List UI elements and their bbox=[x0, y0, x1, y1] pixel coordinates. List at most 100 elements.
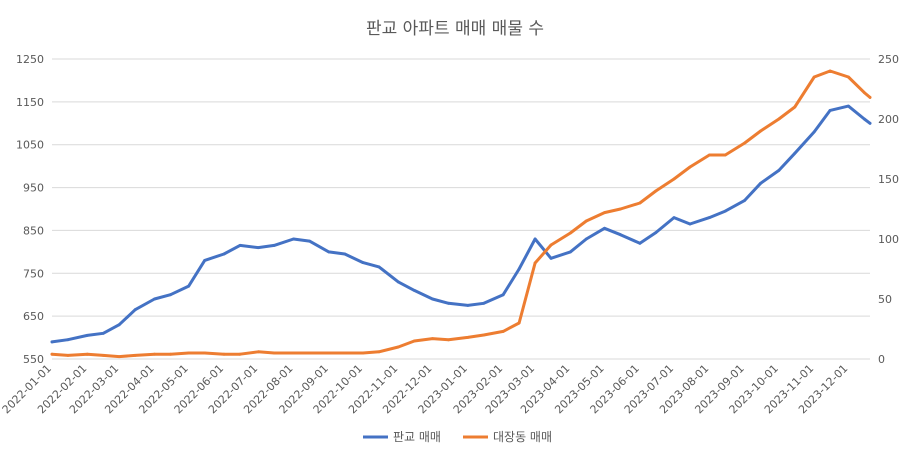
series-0-point bbox=[169, 293, 172, 297]
series-1-point bbox=[777, 117, 781, 121]
series-0-point bbox=[222, 252, 226, 256]
series-line-1 bbox=[50, 69, 872, 359]
series-0-point bbox=[501, 293, 505, 297]
gridlines bbox=[52, 58, 870, 360]
series-0-point bbox=[377, 265, 381, 269]
series-1-point bbox=[117, 355, 121, 358]
series-1-point bbox=[447, 338, 450, 342]
series-1-point bbox=[793, 105, 797, 109]
series-1-point bbox=[603, 211, 606, 215]
legend-label-pangyo: 판교 매매 bbox=[393, 430, 441, 444]
series-1-point bbox=[153, 352, 156, 356]
series-0-point bbox=[431, 297, 434, 301]
series-1-point bbox=[862, 91, 866, 94]
right-y-tick-label: 0 bbox=[878, 353, 885, 366]
series-0-point bbox=[101, 331, 105, 335]
series-0-point bbox=[619, 233, 622, 237]
series-0-point bbox=[327, 250, 331, 254]
series-1-point bbox=[619, 207, 622, 211]
x-axis: 2022-01-012022-02-012022-03-012022-04-01… bbox=[0, 362, 850, 416]
series-0-point bbox=[447, 301, 450, 305]
legend-label-daejang: 대장동 매매 bbox=[493, 430, 552, 444]
series-1-point bbox=[672, 177, 676, 181]
series-1-point bbox=[868, 96, 872, 99]
left-y-tick-label: 550 bbox=[23, 353, 44, 366]
series-0-point bbox=[708, 216, 711, 220]
series-1-point bbox=[412, 339, 416, 343]
series-0-point bbox=[603, 226, 606, 230]
left-y-tick-label: 1150 bbox=[16, 96, 44, 109]
series-0-point bbox=[812, 130, 816, 134]
series-0-point bbox=[238, 244, 242, 247]
series-0-point bbox=[868, 121, 872, 125]
left-y-tick-label: 850 bbox=[23, 224, 44, 237]
series-1-point bbox=[828, 69, 832, 73]
series-0-point bbox=[203, 259, 207, 262]
series-1-point bbox=[759, 129, 762, 133]
series-0-point bbox=[793, 151, 797, 155]
left-y-tick-label: 950 bbox=[23, 182, 44, 195]
series-0-point bbox=[759, 181, 762, 185]
series-0-point bbox=[549, 256, 553, 260]
left-y-tick-label: 650 bbox=[23, 310, 44, 323]
series-1-point bbox=[101, 354, 105, 357]
series-1-point bbox=[169, 352, 172, 356]
series-1-point bbox=[482, 333, 486, 337]
series-1-point bbox=[85, 352, 89, 356]
right-y-tick-label: 150 bbox=[878, 173, 899, 186]
series-0-point bbox=[638, 241, 642, 245]
series-0-point bbox=[272, 244, 276, 247]
series-1-point bbox=[688, 165, 692, 169]
series-0-point bbox=[256, 246, 260, 250]
series-0-point bbox=[828, 109, 832, 112]
series-0-point bbox=[654, 231, 658, 235]
series-0-point bbox=[569, 250, 572, 254]
series-1-point bbox=[327, 351, 331, 355]
series-1-point bbox=[396, 345, 400, 349]
series-0-point bbox=[50, 340, 54, 344]
right-y-tick-label: 250 bbox=[878, 53, 899, 66]
series-layer bbox=[50, 69, 872, 359]
left-y-tick-label: 1050 bbox=[16, 139, 44, 152]
series-1-point bbox=[133, 354, 137, 357]
series-0-point bbox=[533, 237, 537, 241]
right-y-tick-label: 200 bbox=[878, 113, 899, 126]
series-1-point bbox=[638, 201, 642, 205]
series-1-point bbox=[377, 350, 381, 354]
left-y-tick-label: 750 bbox=[23, 267, 44, 280]
series-1-point bbox=[743, 141, 747, 145]
series-1-point bbox=[203, 351, 207, 355]
series-1-point bbox=[466, 336, 470, 339]
series-0-point bbox=[517, 267, 521, 271]
series-1-point bbox=[569, 231, 572, 235]
series-1-point bbox=[517, 321, 521, 325]
series-1-point bbox=[501, 330, 505, 333]
series-0-point bbox=[396, 280, 400, 284]
left-y-axis: 550 650 750 850 950 1050 1150 1250 bbox=[16, 53, 44, 366]
series-1-point bbox=[584, 219, 588, 223]
series-1-point bbox=[292, 351, 295, 355]
series-0-point bbox=[361, 261, 365, 264]
series-0-point bbox=[66, 338, 70, 342]
right-y-tick-label: 50 bbox=[878, 293, 892, 306]
left-y-tick-label: 1250 bbox=[16, 53, 44, 66]
series-1-point bbox=[549, 243, 553, 247]
series-1-point bbox=[361, 351, 365, 355]
series-1-point bbox=[654, 189, 658, 193]
right-y-tick-label: 100 bbox=[878, 233, 899, 246]
series-1-point bbox=[533, 261, 537, 265]
series-0-point bbox=[153, 297, 156, 301]
series-1-point bbox=[66, 354, 70, 357]
series-0-point bbox=[688, 222, 692, 226]
series-1-point bbox=[222, 352, 226, 356]
series-0-point bbox=[308, 239, 311, 243]
series-0-point bbox=[743, 199, 747, 202]
series-0-point bbox=[672, 216, 676, 220]
series-1-point bbox=[238, 352, 242, 356]
series-0-point bbox=[862, 117, 866, 121]
series-0-point bbox=[85, 334, 89, 337]
series-0-point bbox=[777, 169, 781, 172]
series-0-point bbox=[292, 237, 295, 241]
series-1-point bbox=[308, 351, 311, 355]
